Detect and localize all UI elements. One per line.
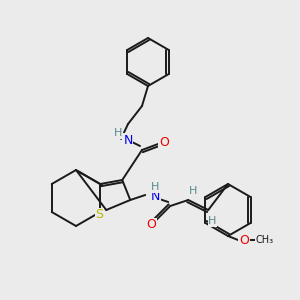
Text: N: N bbox=[151, 190, 160, 203]
Text: H: H bbox=[208, 216, 216, 226]
Text: H: H bbox=[189, 186, 197, 196]
Text: O: O bbox=[239, 233, 249, 247]
Text: S: S bbox=[95, 208, 103, 221]
Text: H: H bbox=[114, 128, 122, 138]
Text: H: H bbox=[151, 182, 159, 192]
Text: O: O bbox=[146, 218, 156, 232]
Text: O: O bbox=[159, 136, 169, 148]
Text: N: N bbox=[123, 134, 133, 146]
Text: CH₃: CH₃ bbox=[256, 235, 274, 245]
